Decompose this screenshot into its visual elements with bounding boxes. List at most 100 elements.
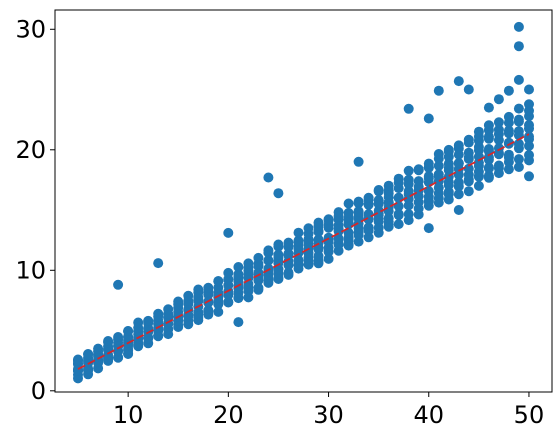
data-point [413,176,424,187]
data-point [443,144,454,155]
data-point [513,41,524,52]
data-point [263,172,274,183]
data-point [513,162,524,172]
data-point [373,185,384,195]
y-tick-label: 10 [15,256,46,284]
data-point [143,315,154,326]
data-point [343,207,354,218]
data-point [153,311,164,322]
data-point [433,169,444,180]
x-tick-label: 30 [313,401,344,427]
y-tick-label: 30 [15,15,46,43]
data-point [503,137,514,148]
data-point [343,198,354,209]
data-point [493,94,504,105]
data-point [483,144,494,154]
data-point [253,252,264,263]
data-point [524,99,534,110]
data-point [423,113,434,124]
data-point [483,102,494,113]
data-point [503,111,514,122]
y-axis: 0 10 20 30 [15,15,55,405]
data-point [463,147,474,158]
data-point [493,117,504,128]
data-point [403,209,414,220]
data-point [524,120,534,130]
data-point [363,192,374,203]
data-point [363,209,374,220]
data-point [433,149,444,159]
data-point [333,207,344,218]
data-point [283,237,294,248]
data-point [493,160,504,171]
data-point [363,222,374,233]
data-point [353,156,364,167]
data-point [233,269,244,280]
data-point [493,124,504,135]
data-point [193,284,204,295]
data-point [383,213,394,224]
data-point [403,165,414,176]
data-point [503,125,514,136]
data-point [403,174,414,185]
data-point [453,205,464,215]
data-point [333,233,344,244]
data-point [513,126,524,137]
data-point [313,234,324,245]
data-point [413,164,424,175]
data-point [513,74,524,85]
data-point [463,84,474,95]
data-point [453,189,464,200]
data-point [203,282,214,293]
data-point [243,258,254,269]
data-point [513,138,524,149]
data-point [323,253,334,264]
data-point [223,296,234,307]
data-point [353,206,364,217]
x-tick-label: 40 [413,401,444,427]
data-point [103,336,114,346]
data-point [113,332,124,342]
scatter-points [73,21,534,384]
data-point [513,103,524,114]
data-point [293,255,304,265]
data-point [383,180,394,191]
data-point [123,326,134,336]
data-point [423,223,434,234]
data-point [133,317,144,328]
x-tick-label: 50 [514,401,545,427]
data-point [433,85,444,96]
data-point [443,158,454,169]
data-point [393,209,404,219]
data-point [453,76,464,87]
data-point [83,349,94,360]
data-point [273,249,284,260]
data-point [433,160,444,171]
data-point [513,114,524,125]
data-point [503,164,514,175]
fit-line [77,133,530,370]
data-point [273,188,284,199]
data-point [453,140,464,151]
data-point [524,171,534,182]
data-point [323,214,334,225]
x-axis: 10 20 30 40 50 [113,392,544,427]
data-point [213,276,224,287]
data-point [313,217,324,228]
data-point [263,255,274,266]
data-point [373,195,384,206]
data-point [524,131,534,142]
data-point [253,282,264,293]
data-point [393,173,404,184]
y-tick-label: 0 [31,377,46,405]
data-point [223,267,234,278]
data-point [493,143,504,154]
data-point [453,158,464,168]
y-tick-label: 20 [15,136,46,164]
data-point [483,120,494,131]
data-point [153,258,164,269]
data-point [283,267,294,278]
data-point [203,305,214,316]
data-point [173,296,184,307]
